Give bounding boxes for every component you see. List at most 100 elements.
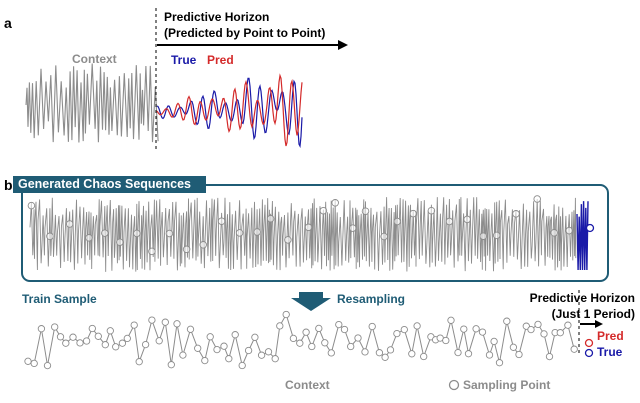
train-sampling-point — [118, 339, 127, 347]
train-sampling-point — [141, 340, 150, 349]
panel-a-arrow-head — [338, 40, 348, 50]
train-sampling-point — [386, 346, 395, 354]
chaos-true-segment — [576, 201, 595, 271]
train-sampling-point — [186, 325, 195, 333]
train-sampling-point — [315, 324, 323, 333]
train-sampling-point — [393, 329, 401, 338]
chaos-sampling-point — [479, 232, 488, 240]
chaos-sampling-point — [266, 214, 275, 223]
train-sampling-point — [347, 342, 355, 351]
train-sampling-point — [69, 333, 77, 341]
train-sampling-point — [43, 361, 52, 370]
train-sampling-point — [545, 352, 554, 361]
train-sampling-point — [485, 351, 494, 359]
train-sampling-point — [257, 351, 266, 359]
true-point-marker — [584, 348, 594, 358]
train-sampling-point — [495, 359, 504, 367]
train-sampling-point — [296, 339, 304, 347]
chaos-sampling-point — [409, 209, 417, 218]
chaos-trace — [29, 197, 577, 272]
resampling-label: Resampling — [337, 292, 405, 306]
train-sampling-point — [534, 320, 542, 329]
train-sampling-point — [509, 343, 518, 351]
chaos-sampling-point — [304, 223, 313, 232]
pred-trace — [156, 73, 303, 147]
panel-b-label: b — [4, 177, 13, 193]
train-sampling-point — [251, 333, 259, 341]
train-sampling-point — [264, 348, 273, 356]
train-sampling-point — [101, 341, 109, 349]
train-sampling-point — [130, 321, 138, 329]
chaos-sampling-point — [361, 207, 370, 215]
train-sampling-point — [94, 332, 102, 340]
chaos-sampling-point — [65, 220, 74, 228]
train-sampling-point — [503, 317, 511, 325]
chaos-sampling-point — [463, 215, 471, 224]
train-sampling-point — [335, 320, 343, 329]
chaos-sampling-point — [284, 236, 292, 244]
train-sampling-point — [62, 339, 70, 347]
train-sampling-point — [556, 329, 564, 337]
chaos-sampling-point — [319, 206, 328, 215]
panel-a-legend-pred: Pred — [207, 53, 234, 67]
sampling-point-legend-icon — [448, 379, 460, 391]
train-sampling-point — [201, 356, 209, 365]
panel-b-legend-pred: Pred — [597, 329, 624, 343]
true-trace — [156, 77, 303, 149]
train-sampling-point — [112, 343, 120, 351]
train-sampling-point — [76, 339, 84, 347]
train-sampling-point — [206, 333, 214, 341]
train-sampling-point — [540, 330, 548, 338]
train-sampling-point — [289, 334, 298, 343]
train-sampling-point — [368, 322, 376, 331]
chaos-sampling-point — [550, 229, 558, 237]
panel-b-context-label: Context — [285, 378, 330, 392]
chaos-true-point — [585, 223, 595, 233]
train-trace — [27, 313, 575, 368]
chaos-sampling-point — [533, 195, 541, 203]
chaos-true-trace — [576, 201, 589, 271]
train-sampling-point — [167, 361, 175, 369]
train-sampling-point — [472, 325, 480, 333]
train-sampling-point — [155, 337, 163, 345]
train-sampling-point — [420, 352, 428, 361]
train-sampling-point — [123, 334, 131, 343]
panel-a-true-signal — [156, 77, 303, 149]
train-sampling-point — [302, 328, 310, 336]
train-sampling-point — [88, 324, 96, 333]
panel-b-legend-true: True — [597, 345, 623, 359]
train-sampling-point — [194, 344, 202, 352]
train-sampling-point — [220, 342, 228, 350]
panel-b-horizon-subtitle: (Just 1 Period) — [552, 307, 635, 321]
chaos-sequence-banner: Generated Chaos Sequences — [13, 176, 206, 193]
chaos-sampling-point — [349, 224, 357, 232]
train-sampling-point — [361, 348, 369, 356]
panel-a-context-label: Context — [72, 52, 117, 66]
chaos-sampling-point — [427, 206, 436, 215]
chaos-sampling-point — [217, 217, 226, 225]
train-sampling-point — [276, 322, 284, 330]
chaos-sampling-point — [46, 232, 54, 241]
train-sample-signal — [27, 313, 575, 368]
train-sampling-point — [271, 355, 279, 363]
chaos-sampling-point — [512, 210, 520, 218]
panel-a-label: a — [4, 15, 12, 31]
chaos-sampling-points — [27, 195, 573, 256]
panel-a-legend-true: True — [171, 53, 197, 67]
train-sampling-point — [340, 325, 349, 334]
chaos-sampling-point — [380, 232, 388, 241]
resampling-arrow — [291, 292, 331, 311]
chaos-sampling-point — [85, 234, 93, 242]
chaos-sampling-point — [133, 229, 141, 238]
sampling-point-label: Sampling Point — [463, 378, 550, 392]
chaos-sampling-point — [235, 229, 244, 237]
chaos-sampling-point — [101, 229, 109, 237]
train-sampling-point — [454, 348, 462, 357]
train-sampling-point — [24, 357, 32, 365]
train-sampling-point — [179, 351, 187, 359]
train-sampling-point — [244, 346, 253, 355]
chaos-sequence-box — [21, 184, 609, 282]
chaos-sampling-point — [199, 241, 207, 249]
panel-a-horizon-title: Predictive Horizon — [164, 10, 269, 24]
